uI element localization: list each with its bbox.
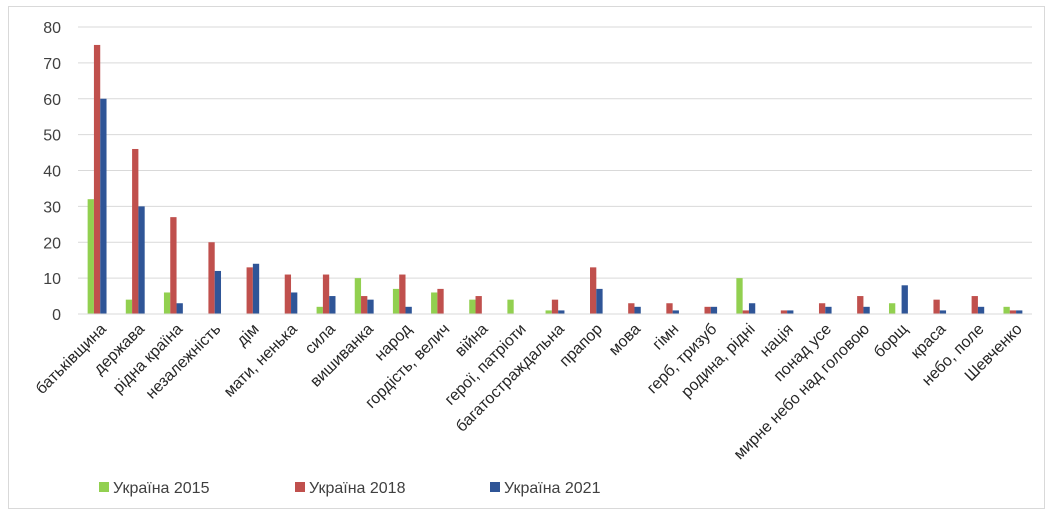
y-tick-label: 50 [43, 128, 61, 145]
bar [316, 306, 323, 314]
bar [666, 303, 673, 314]
bar [252, 263, 260, 314]
x-category-label: прапор [557, 321, 607, 371]
bar [742, 310, 749, 314]
chart-area [8, 6, 1045, 509]
bar [933, 299, 940, 314]
bar [748, 303, 756, 314]
legend-swatch [295, 482, 305, 492]
bar [507, 299, 514, 314]
bar [176, 303, 183, 314]
legend-label: Україна 2021 [504, 480, 601, 497]
bar [93, 44, 101, 314]
bar [291, 292, 298, 314]
bar [863, 306, 870, 314]
bar [132, 148, 139, 314]
bar [246, 267, 253, 314]
bar [163, 292, 171, 314]
bar [551, 299, 559, 314]
bar [329, 296, 336, 314]
legend: Україна 2015 Україна 2018 Україна 2021 [99, 480, 601, 497]
x-category-label: дім [234, 321, 263, 350]
y-tick-label: 40 [43, 164, 61, 181]
bar [634, 306, 641, 314]
bar [672, 310, 679, 314]
y-tick-label: 20 [43, 235, 61, 252]
bar [125, 299, 133, 314]
bar [857, 296, 864, 314]
bar [322, 274, 330, 314]
bar [284, 274, 292, 314]
bar [469, 299, 476, 314]
bar [437, 288, 444, 314]
bar [888, 303, 896, 314]
bar [780, 310, 788, 314]
bar [971, 296, 978, 314]
x-category-label: гімн [650, 321, 683, 354]
bar [939, 310, 947, 314]
bar [405, 306, 412, 314]
bar [596, 288, 603, 314]
bar [170, 217, 177, 314]
y-tick-label: 60 [43, 92, 61, 109]
y-tick-label: 30 [43, 199, 61, 216]
bar [825, 306, 832, 314]
bar [787, 310, 794, 314]
x-category-label: мова [606, 321, 644, 359]
bar [392, 288, 400, 314]
bar [590, 267, 597, 314]
bar [1003, 306, 1010, 314]
bar [558, 310, 565, 314]
y-tick-label: 70 [43, 56, 61, 73]
bar [208, 242, 215, 314]
bar [1009, 310, 1017, 314]
legend-label: Україна 2015 [113, 480, 210, 497]
bar [1016, 310, 1023, 314]
bar [367, 299, 374, 314]
x-category-label: борщ [871, 321, 911, 361]
y-tick-label: 10 [43, 271, 61, 288]
bar [710, 306, 718, 314]
bars [87, 44, 1023, 315]
bar [475, 296, 482, 314]
gridlines [78, 26, 1032, 279]
legend-swatch [490, 482, 500, 492]
bar [361, 296, 368, 314]
bar [545, 310, 552, 314]
legend-label: Україна 2018 [309, 480, 406, 497]
bar [214, 270, 222, 314]
bar [901, 285, 908, 314]
bar [87, 199, 94, 314]
bar [736, 278, 743, 315]
bar [399, 274, 406, 314]
bar [977, 306, 985, 314]
y-axis-tick-labels: 0 10 20 30 40 50 60 70 80 [43, 20, 61, 324]
y-tick-label: 0 [52, 307, 61, 324]
bar [818, 303, 826, 314]
bar [100, 98, 107, 314]
bar [431, 292, 438, 314]
y-tick-label: 80 [43, 20, 61, 37]
bar [704, 306, 711, 314]
legend-swatch [99, 482, 109, 492]
bar [138, 206, 145, 315]
bar [354, 278, 362, 315]
bar [628, 303, 635, 314]
